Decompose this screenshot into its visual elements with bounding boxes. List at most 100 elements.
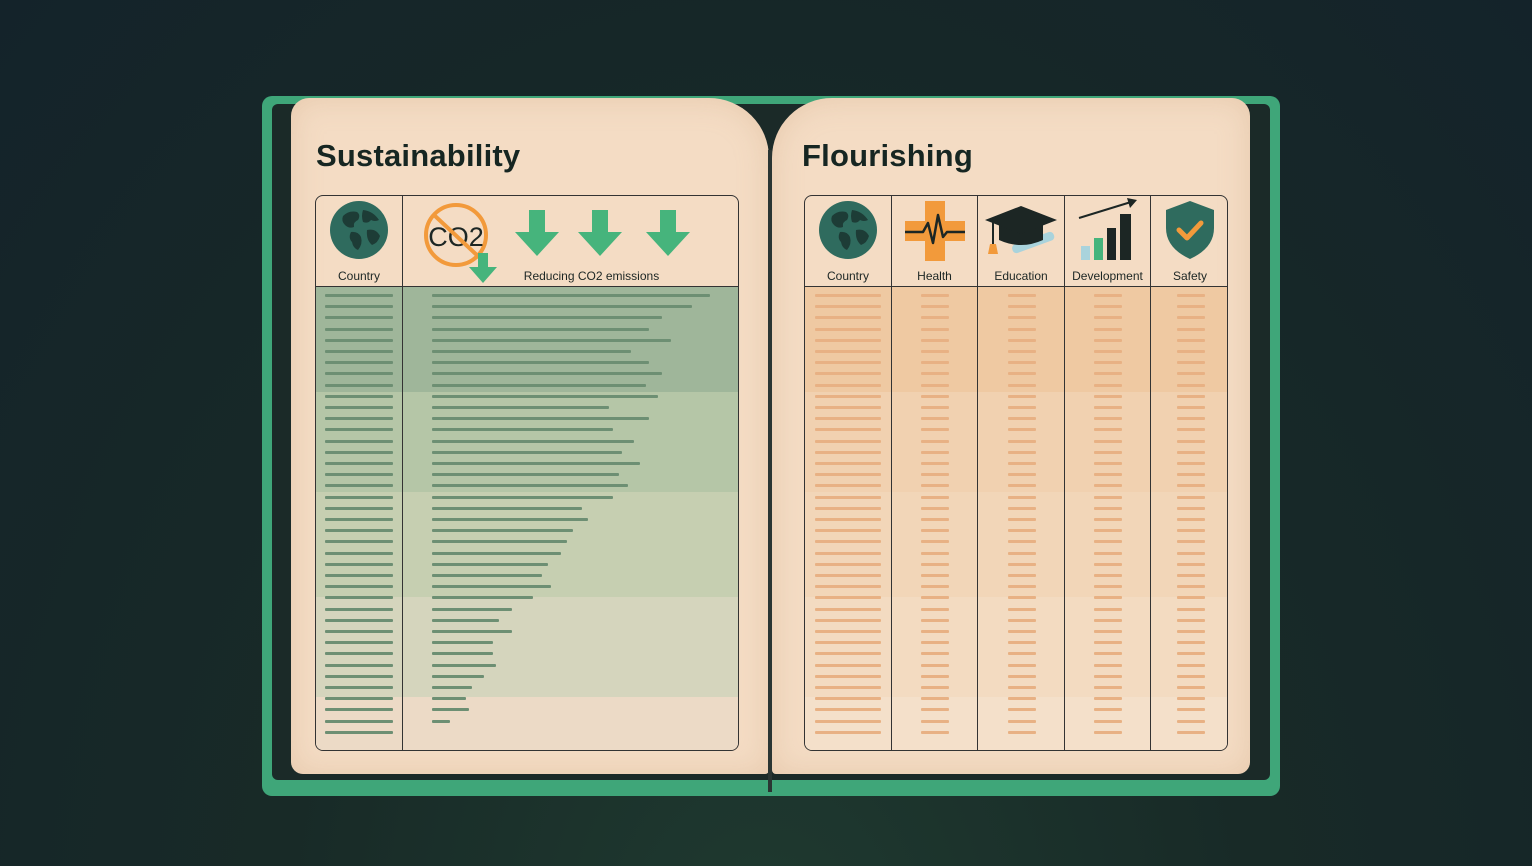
down-arrow-icon-1: [515, 210, 559, 256]
table-row-line: [815, 719, 881, 723]
table-row-line: [815, 361, 881, 365]
globe-icon: [819, 201, 877, 259]
table-row-line: [815, 327, 881, 331]
table-row-line: [325, 630, 393, 633]
table-row-line: [1094, 417, 1122, 421]
table-row-line: [1094, 618, 1122, 622]
table-row-line: [432, 708, 469, 712]
table-row-line: [325, 663, 393, 667]
table-row-line: [325, 484, 393, 488]
table-row-line: [432, 596, 533, 600]
country-header: Country: [316, 196, 402, 287]
table-row-line: [815, 495, 881, 499]
table-row-line: [1094, 596, 1122, 600]
table-row-line: [325, 708, 393, 712]
table-row-line: [921, 305, 949, 309]
table-row-line: [325, 719, 393, 723]
table-band: [1151, 697, 1227, 750]
table-row-line: [815, 506, 881, 510]
table-row-line: [432, 338, 671, 342]
table-row-line: [432, 585, 552, 589]
table-row-line: [921, 350, 949, 353]
table-row-line: [1176, 529, 1205, 533]
health-header-label: Health: [917, 269, 952, 283]
development-column: Development: [1064, 196, 1150, 750]
growth-chart-icon: [1078, 198, 1137, 260]
country-column: Country: [316, 196, 402, 750]
table-band: [403, 597, 738, 697]
table-row-line: [432, 450, 622, 454]
table-band: [892, 697, 977, 750]
emissions-header: CO2 Reducing CO2 emissions: [403, 196, 738, 287]
table-row-line: [921, 540, 949, 544]
table-row-line: [325, 372, 393, 376]
table-row-line: [325, 585, 393, 589]
table-row-line: [815, 383, 881, 387]
table-row-line: [325, 338, 393, 342]
table-row-line: [921, 506, 949, 510]
table-row-line: [1176, 506, 1205, 510]
table-row-line: [432, 428, 613, 432]
table-row-line: [432, 663, 497, 667]
table-row-line: [815, 450, 881, 454]
table-row-line: [432, 652, 494, 656]
table-row-line: [432, 417, 650, 421]
table-row-line: [325, 450, 393, 454]
table-row-line: [1007, 652, 1036, 656]
table-row-line: [1176, 652, 1205, 656]
table-row-line: [325, 596, 393, 600]
table-row-line: [432, 686, 472, 689]
table-row-line: [1007, 641, 1036, 645]
table-row-line: [1007, 383, 1036, 387]
table-row-line: [1094, 495, 1122, 499]
table-row-line: [815, 394, 881, 398]
table-row-line: [921, 439, 949, 443]
table-row-line: [921, 417, 949, 421]
table-row-line: [815, 585, 881, 589]
table-row-line: [432, 327, 650, 331]
table-row-line: [815, 730, 881, 734]
table-row-line: [1094, 450, 1122, 454]
table-row-line: [1007, 394, 1036, 398]
table-row-line: [432, 562, 549, 566]
table-row-line: [1094, 372, 1122, 376]
table-row-line: [1094, 674, 1122, 678]
table-row-line: [325, 697, 393, 701]
table-row-line: [815, 574, 881, 577]
table-row-line: [1007, 618, 1036, 622]
table-row-line: [1007, 551, 1036, 555]
table-row-line: [921, 327, 949, 331]
table-row-line: [815, 618, 881, 622]
table-row-line: [1176, 394, 1205, 398]
table-row-line: [1007, 540, 1036, 544]
table-row-line: [432, 641, 494, 645]
table-row-line: [325, 574, 393, 577]
table-row-line: [1176, 428, 1205, 432]
table-row-line: [325, 618, 393, 622]
table-row-line: [1007, 518, 1036, 521]
table-row-line: [1007, 473, 1036, 477]
table-row-line: [432, 506, 582, 510]
table-row-line: [815, 540, 881, 544]
table-row-line: [1007, 596, 1036, 600]
table-row-line: [432, 350, 631, 353]
table-row-line: [921, 518, 949, 521]
table-row-line: [1176, 383, 1205, 387]
table-row-line: [921, 697, 949, 701]
table-row-line: [1007, 316, 1036, 320]
table-row-line: [325, 730, 393, 734]
table-row-line: [815, 630, 881, 633]
table-row-line: [1007, 462, 1036, 465]
table-row-line: [325, 540, 393, 544]
table-row-line: [1007, 450, 1036, 454]
table-row-line: [1094, 630, 1122, 633]
table-row-line: [1094, 652, 1122, 656]
table-row-line: [921, 596, 949, 600]
table-row-line: [921, 630, 949, 633]
table-row-line: [325, 473, 393, 477]
table-row-line: [921, 394, 949, 398]
table-band: [403, 697, 738, 750]
co2-crossed-icon: CO2: [424, 203, 497, 283]
table-row-line: [1176, 630, 1205, 633]
